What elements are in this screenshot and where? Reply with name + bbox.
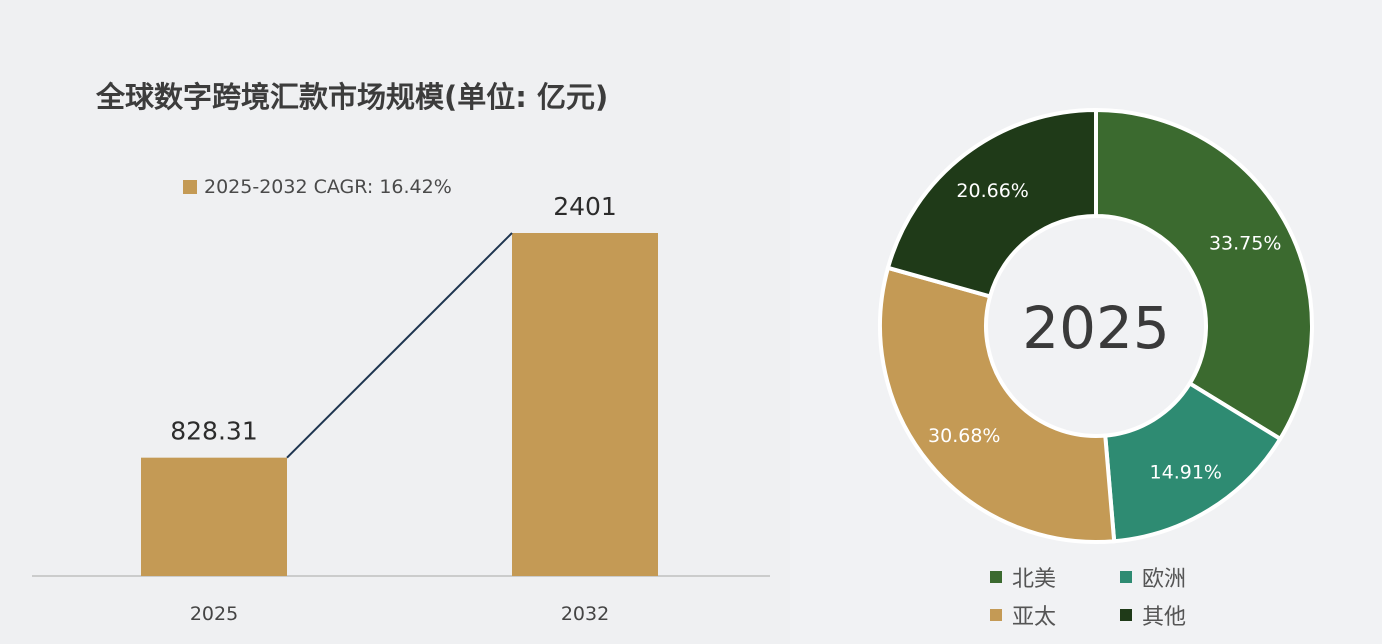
legend-item-asia-pacific: 亚太: [990, 600, 1120, 630]
legend-swatch-north-america: [990, 571, 1002, 583]
legend-item-other: 其他: [1120, 600, 1250, 630]
bar-legend-label: 2025-2032 CAGR: 16.42%: [204, 176, 452, 198]
donut-slice-label-north-america: 33.75%: [1209, 232, 1281, 254]
donut-slice-label-europe: 14.91%: [1150, 462, 1222, 484]
donut-slice-north-america: [1094, 107, 1314, 442]
legend-swatch-other: [1120, 609, 1132, 621]
legend-label-other: 其他: [1142, 605, 1187, 630]
bar-value-label-2032: 2401: [553, 192, 617, 221]
legend-label-asia-pacific: 亚太: [1012, 605, 1057, 630]
donut-chart-panel: 33.75% 14.91% 30.68% 20.66% 2025 北美 欧洲亚太 其他: [792, 0, 1382, 644]
bar-2032: [512, 233, 658, 576]
donut-center-label: 2025: [1022, 294, 1170, 362]
chart-title: 全球数字跨境汇款市场规模(单位: 亿元): [96, 80, 609, 114]
bar-legend-swatch: [183, 180, 197, 194]
legend-label-north-america: 北美: [1012, 567, 1057, 592]
x-tick-label-2025: 2025: [190, 603, 238, 625]
donut-slice-label-asia-pacific: 30.68%: [928, 425, 1000, 447]
bar-value-label-2025: 828.31: [170, 417, 257, 446]
legend-swatch-europe: [1120, 571, 1132, 583]
donut-slice-asia-pacific: [878, 265, 1117, 544]
donut-slice-europe: [1103, 380, 1283, 544]
donut-slice-label-other: 20.66%: [956, 180, 1028, 202]
bar-legend: 2025-2032 CAGR: 16.42%: [183, 176, 452, 198]
bar-2025: [141, 457, 287, 576]
legend-item-europe: 欧洲: [1120, 562, 1250, 592]
legend-swatch-asia-pacific: [990, 609, 1002, 621]
cagr-connector-line: [286, 232, 513, 459]
legend-item-north-america: 北美: [990, 562, 1120, 592]
bar-chart: 828.31 2025 2401 2032: [32, 192, 770, 625]
legend-label-europe: 欧洲: [1142, 567, 1187, 592]
donut-slice-other: [885, 107, 1098, 299]
donut-chart: 33.75% 14.91% 30.68% 20.66% 2025: [878, 107, 1314, 544]
bar-chart-panel: 全球数字跨境汇款市场规模(单位: 亿元) 2025-2032 CAGR: 16.…: [32, 80, 770, 625]
x-tick-label-2032: 2032: [561, 603, 609, 625]
donut-legend: 北美 欧洲亚太 其他: [990, 562, 1250, 630]
